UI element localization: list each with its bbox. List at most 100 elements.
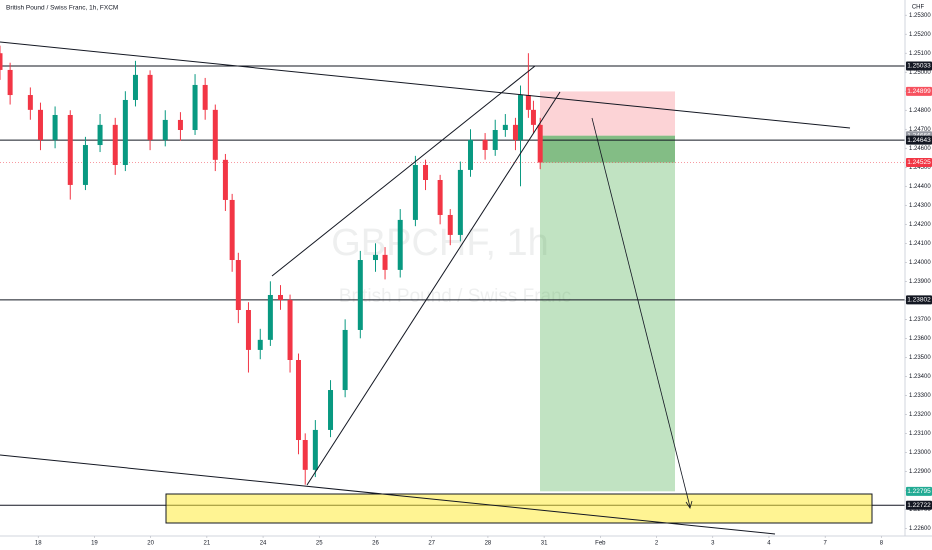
target-zone	[540, 135, 675, 492]
y-tick-label: 1.23300	[909, 393, 931, 399]
trend-line	[0, 41, 851, 129]
x-tick-label: 24	[260, 541, 267, 547]
candle-body	[212, 109, 218, 160]
candle-body	[457, 169, 463, 235]
candle-body	[97, 124, 103, 146]
candle-body	[372, 254, 378, 261]
candle-body	[423, 164, 429, 180]
y-tick-label: 1.23700	[909, 317, 931, 323]
y-tick-label: 1.23000	[909, 450, 931, 456]
y-tick-label: 1.24000	[909, 260, 931, 266]
trend-line	[0, 454, 776, 535]
candle-body	[27, 95, 33, 110]
candle-body	[132, 74, 138, 100]
candle-body	[447, 214, 453, 235]
x-tick-label: 3	[711, 541, 715, 547]
price-tag	[906, 500, 932, 510]
y-tick-label: 1.25100	[909, 51, 931, 57]
price-axis	[905, 0, 932, 550]
candle-body	[37, 109, 43, 140]
y-tick-label: 1.23200	[909, 412, 931, 418]
candle-body	[342, 329, 348, 391]
price-tag	[906, 158, 932, 168]
candle-body	[530, 109, 536, 125]
y-tick-label: 1.25000	[909, 70, 931, 76]
y-tick-label: 1.25300	[909, 13, 931, 19]
price-tag-label: 1.23802	[907, 297, 931, 304]
candle-body	[0, 53, 3, 70]
candle-body	[202, 84, 208, 110]
candle-body	[412, 164, 418, 220]
candle-body	[67, 114, 73, 185]
candle-body	[177, 119, 183, 131]
y-tick-label: 1.23500	[909, 355, 931, 361]
x-tick-label: 20	[147, 541, 154, 547]
x-tick-label: 4	[767, 541, 771, 547]
y-tick-label: 1.23100	[909, 431, 931, 437]
price-tag	[906, 86, 932, 96]
candle-body	[7, 69, 13, 96]
candle-body	[537, 124, 543, 163]
projection-arrow	[591, 117, 691, 508]
candle-body	[357, 260, 363, 330]
candle-body	[512, 124, 518, 140]
watermark-symbol: GBPCHF, 1h	[331, 222, 549, 264]
stop-zone	[540, 91, 675, 136]
y-tick-label: 1.24200	[909, 222, 931, 228]
position-layer	[0, 65, 905, 506]
watermark-name: British Pound / Swiss Franc	[339, 286, 571, 307]
y-tick-label: 1.22700	[909, 507, 931, 513]
price-tag-label: 1.24643	[907, 137, 931, 144]
drawings	[0, 41, 873, 535]
price-tag-label: 1.24525	[907, 159, 931, 166]
candle-body	[192, 84, 198, 131]
candle-body	[525, 95, 531, 110]
candle-body	[295, 359, 301, 441]
candle-body	[235, 260, 241, 311]
candle-body	[122, 99, 128, 165]
y-tick-label: 1.24800	[909, 108, 931, 114]
candle-body	[277, 294, 283, 300]
x-tick-label: Feb	[595, 541, 606, 547]
y-tick-label: 1.24400	[909, 184, 931, 190]
price-tag-label: 1.24899	[907, 88, 931, 95]
y-tick-label: 1.25200	[909, 32, 931, 38]
x-tick-label: 19	[91, 541, 98, 547]
candle-body	[482, 139, 488, 150]
support-zone	[165, 493, 873, 524]
candle-body	[245, 310, 251, 350]
candle-body	[52, 114, 58, 140]
candle-body	[382, 254, 388, 270]
candle-body	[467, 139, 473, 170]
chart-title: British Pound / Swiss Franc, 1h, FXCM	[6, 5, 118, 12]
candles	[0, 45, 543, 485]
candle-body	[229, 199, 235, 261]
candle-body	[82, 145, 88, 185]
price-tag-label: 1.22795	[907, 488, 931, 495]
y-tick-label: 1.22900	[909, 469, 931, 475]
candle-body	[287, 299, 293, 360]
x-tick-label: 8	[880, 541, 884, 547]
y-tick-label: 1.24300	[909, 203, 931, 209]
candle-body	[267, 294, 273, 340]
price-tag	[906, 486, 932, 496]
candle-body	[328, 390, 334, 430]
y-tick-label: 1.23600	[909, 336, 931, 342]
y-tick-label: 1.24100	[909, 241, 931, 247]
candle-body	[502, 124, 508, 131]
x-tick-label: 27	[428, 541, 435, 547]
candle-body	[518, 95, 524, 140]
x-tick-label: 2	[655, 541, 659, 547]
candle-body	[162, 119, 168, 140]
time-axis	[0, 536, 932, 550]
candle-body	[397, 219, 403, 270]
wedge-line	[306, 91, 561, 486]
x-tick-label: 28	[485, 541, 492, 547]
price-tag	[906, 295, 932, 305]
price-tag-label: 1.22722	[907, 502, 931, 509]
arrow-head	[685, 500, 693, 509]
candle-body	[257, 339, 263, 350]
x-tick-label: 25	[316, 541, 323, 547]
